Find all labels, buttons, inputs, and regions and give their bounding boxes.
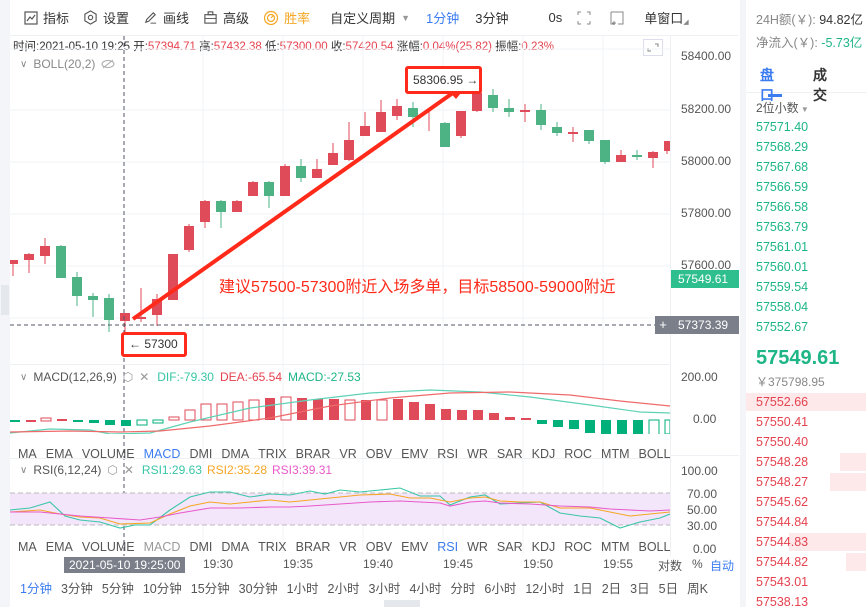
last-price: 57549.61	[756, 347, 840, 369]
chart-toolbar: 指标 设置 画线 高级 胜率 自定义周期 ▼ 1分钟 3分钟 0s	[10, 0, 738, 36]
bid-row[interactable]: 57544.84	[756, 515, 809, 529]
bid-row[interactable]: 57544.82	[746, 552, 866, 572]
bids-list: 57552.66 57550.41 57550.40 57548.28 5754…	[746, 392, 866, 612]
ask-row[interactable]: 57560.01	[756, 260, 809, 274]
bid-row[interactable]: 57545.62	[756, 495, 809, 509]
fullscreen-icon	[577, 11, 591, 24]
bid-row[interactable]: 57550.41	[756, 415, 809, 429]
draw-line-button[interactable]: 画线	[143, 8, 189, 27]
order-book-panel: 24H额(￥): 94.82亿 净流入(￥): -5.73亿 盘口 成交 2位小…	[740, 0, 866, 609]
win-rate-button[interactable]: 胜率	[263, 8, 310, 27]
period-3m-button[interactable]: 3分钟	[475, 11, 509, 26]
auto-scale-toggle[interactable]: 自动	[710, 559, 735, 573]
bid-row[interactable]: 57550.40	[756, 435, 809, 449]
ask-row[interactable]: 57558.04	[756, 300, 809, 314]
macd-header: ∨ MACD(12,26,9) ⬡ ✕ DIF:-79.30 DEA:-65.5…	[20, 370, 361, 384]
gear-icon[interactable]: ⬡	[122, 370, 134, 384]
close-icon[interactable]: ✕	[139, 370, 150, 384]
percent-scale-toggle[interactable]: %	[692, 557, 703, 571]
low-price-marker: ← 57300	[121, 332, 187, 357]
advanced-button[interactable]: 高级	[203, 8, 249, 27]
gear-icon[interactable]: ⬡	[107, 463, 118, 477]
ask-row[interactable]: 57567.68	[756, 160, 809, 174]
target-icon	[263, 10, 279, 25]
tab-trades[interactable]: 成交	[813, 67, 827, 103]
indicator-button[interactable]: 指标	[24, 8, 69, 27]
indicator-chart-icon	[24, 10, 38, 25]
ask-row[interactable]: 57568.29	[756, 140, 809, 154]
eye-hidden-icon[interactable]	[101, 58, 115, 70]
candlestick-chart[interactable]	[10, 36, 670, 556]
price-axis[interactable]: 58400.00 58200.00 58000.00 57800.00 5760…	[655, 36, 739, 556]
trade-suggestion-annotation: 建议57500-57300附近入场多单，目标58500-59000附近	[219, 279, 616, 296]
decimals-dropdown[interactable]: 2位小数 ▼	[756, 101, 809, 115]
bid-row[interactable]: 57548.27	[746, 472, 866, 492]
close-icon[interactable]: ✕	[123, 463, 134, 477]
add-window-button[interactable]	[609, 10, 630, 26]
bid-row[interactable]: 57538.13	[756, 595, 809, 609]
ask-row[interactable]: 57563.79	[756, 220, 809, 234]
chevron-down-icon: ∨	[20, 58, 28, 70]
crosshair-time-tag: 2021-05-10 19:25:00	[64, 557, 186, 573]
gear-icon	[84, 10, 97, 25]
time-axis[interactable]: 2021-05-10 19:25:00 19:30 19:35 19:40 19…	[10, 557, 738, 575]
ask-row[interactable]: 57571.40	[756, 120, 809, 134]
collapse-left-handle[interactable]	[1, 285, 9, 315]
caret-down-icon: ▼	[798, 105, 809, 114]
asks-list: 57571.40 57568.29 57567.68 57566.59 5756…	[746, 117, 866, 337]
crosshair-add-button[interactable]: +	[655, 316, 671, 334]
add-window-icon	[610, 11, 624, 25]
macd-chart[interactable]	[10, 384, 670, 434]
candles	[10, 89, 670, 336]
settings-button[interactable]: 设置	[83, 8, 129, 27]
last-price-cny: ￥375798.95	[756, 375, 825, 389]
left-sidebar-strip	[0, 0, 10, 607]
period-1m-button[interactable]: 1分钟	[426, 11, 460, 26]
collapse-bottom-handle[interactable]	[384, 600, 420, 607]
order-book-tabs: 盘口 成交	[746, 65, 866, 103]
ask-row[interactable]: 57561.01	[756, 240, 809, 254]
single-window-button[interactable]: 单窗口 ◢	[644, 11, 689, 26]
pencil-icon	[144, 12, 157, 24]
ask-row[interactable]: 57559.54	[756, 280, 809, 294]
net-inflow: 净流入(￥): -5.73亿	[756, 36, 863, 50]
chevron-down-icon[interactable]: ∨	[20, 371, 28, 383]
rsi-indicator-tabs: MA EMA VOLUME MACD DMI DMA TRIX BRAR VR OBV EMV RSI…	[18, 540, 671, 554]
bid-row[interactable]: 57544.83	[746, 532, 866, 552]
ask-row[interactable]: 57552.67	[756, 320, 809, 334]
bid-row[interactable]: 57552.66	[746, 392, 866, 412]
briefcase-icon	[204, 11, 217, 24]
countdown-label: 0s	[548, 10, 563, 25]
custom-period-dropdown[interactable]: 自定义周期 ▼	[330, 11, 411, 26]
crosshair-price-tag: 57373.39	[671, 316, 739, 334]
macd-indicator-tabs: MA EMA VOLUME MACD DMI DMA TRIX BRAR VR OBV EMV RSI…	[18, 447, 671, 461]
corner-resize-icon: ◢	[683, 18, 689, 26]
caret-down-icon: ▼	[401, 12, 411, 23]
current-price-tag: 57549.61	[671, 270, 739, 288]
tab-order-book[interactable]: 盘口	[760, 65, 785, 103]
rsi-chart[interactable]	[10, 480, 670, 540]
rsi-header: ∨ RSI(6,12,24) ⬡ ✕ RSI1:29.63 RSI2:35.28…	[20, 463, 333, 477]
ohlc-info: 时间:2021-05-10 19:25 开:57394.71 高:57432.3…	[13, 41, 554, 53]
period-selector: 1分钟 3分钟 5分钟 10分钟 15分钟 30分钟 1小时 2小时 3小时 4小时 分时 6小时 12…	[20, 582, 708, 596]
boll-indicator-label[interactable]: ∨ BOLL(20,2)	[20, 57, 115, 71]
high-price-marker: 58306.95 →	[405, 66, 482, 94]
bid-row[interactable]: 57548.28	[746, 452, 866, 472]
volume-24h: 24H额(￥): 94.82亿	[756, 13, 863, 27]
ask-row[interactable]: 57566.59	[756, 180, 809, 194]
chevron-down-icon[interactable]: ∨	[20, 464, 28, 476]
log-scale-toggle[interactable]: 对数	[658, 559, 683, 573]
chart-area: 指标 设置 画线 高级 胜率 自定义周期 ▼ 1分钟 3分钟 0s	[10, 0, 739, 607]
fullscreen-button[interactable]	[576, 10, 597, 26]
ask-row[interactable]: 57566.58	[756, 200, 809, 214]
bid-row[interactable]: 57543.01	[756, 575, 809, 589]
